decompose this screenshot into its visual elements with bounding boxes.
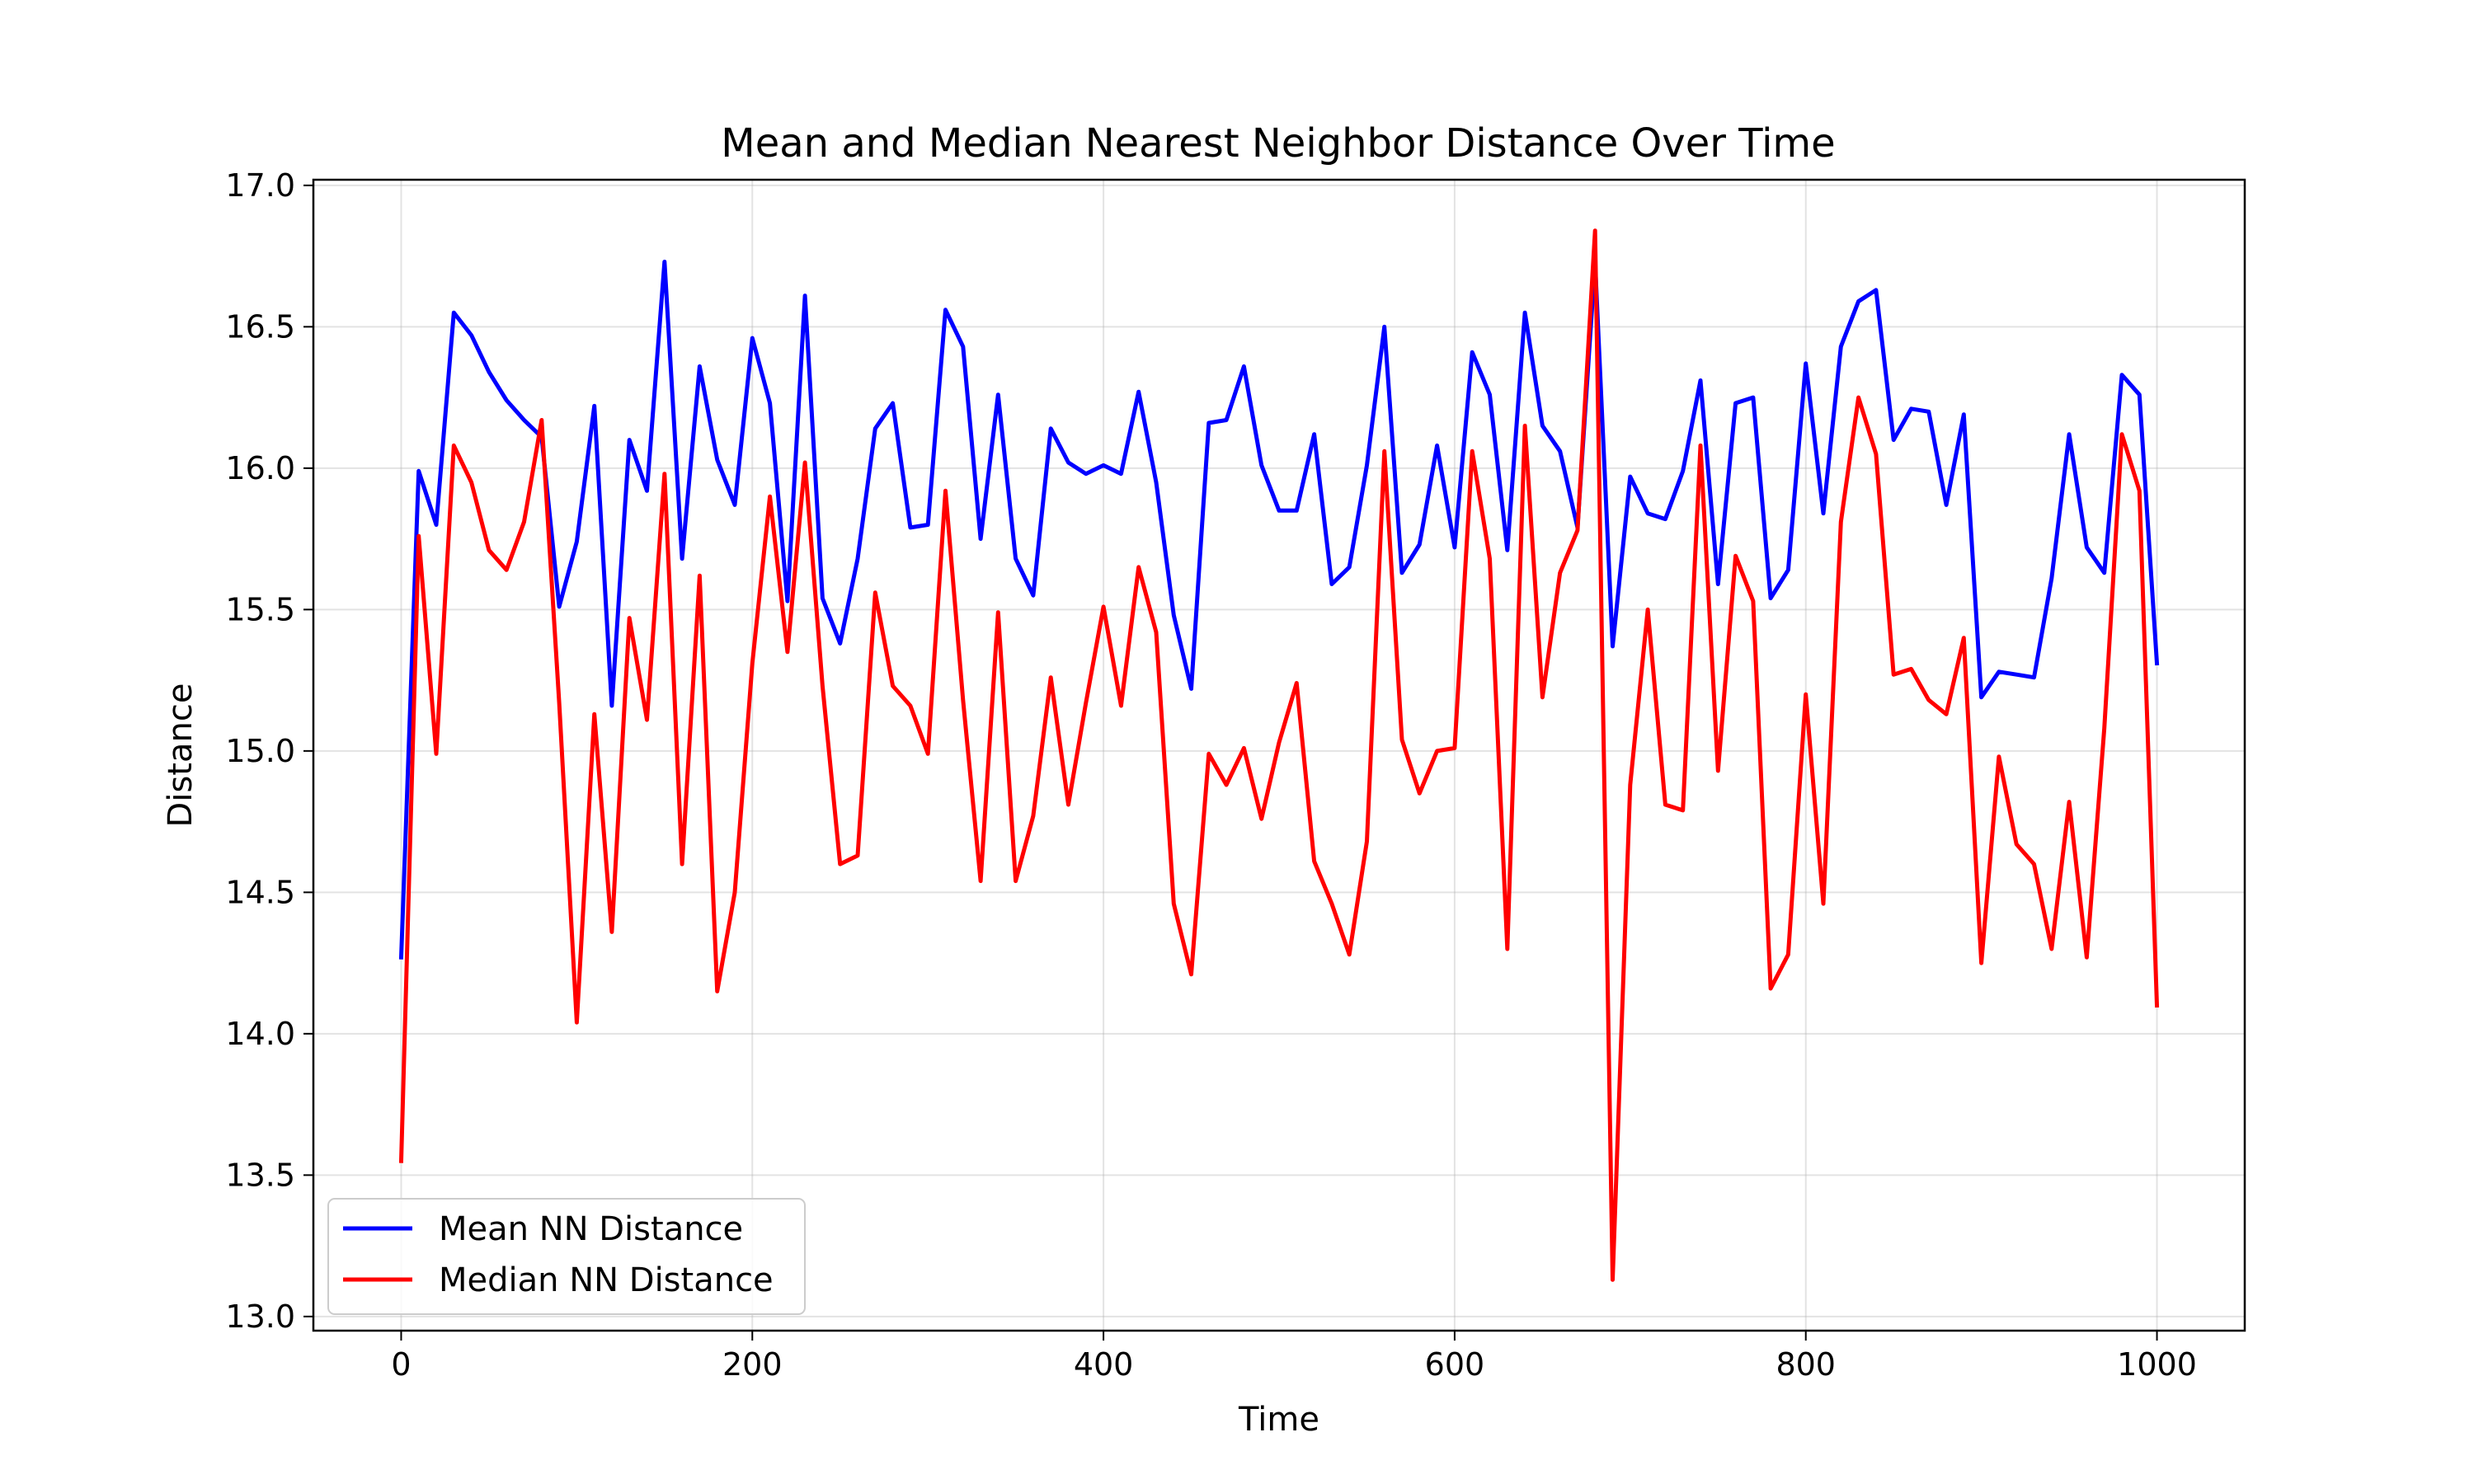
x-axis-label: Time [1238, 1401, 1319, 1439]
y-tick-label: 16.0 [225, 450, 295, 486]
plot-frame [312, 178, 2246, 1332]
series-line-mean [398, 260, 2160, 960]
y-tick-label: 14.5 [225, 874, 295, 910]
legend: Mean NN Distance Median NN Distance [327, 1198, 806, 1315]
x-tick-label: 800 [1776, 1346, 1836, 1383]
y-tick-label: 15.5 [225, 591, 295, 627]
y-tick-label: 14.0 [225, 1016, 295, 1052]
y-tick-label: 17.0 [225, 167, 295, 204]
plot-series [398, 228, 2160, 1282]
chart-title: Mean and Median Nearest Neighbor Distanc… [721, 120, 1835, 167]
series-line-median [398, 228, 2160, 1282]
y-tick-label: 15.0 [225, 733, 295, 769]
x-tick-label: 600 [1425, 1346, 1485, 1383]
x-axis-ticks: 0 200 400 600 800 1000 [391, 1331, 2197, 1383]
y-axis-ticks: 13.0 13.5 14.0 14.5 15.0 15.5 16.0 16.5 17.0 [225, 167, 313, 1335]
y-tick-label: 16.5 [225, 308, 295, 345]
legend-label-median: Median NN Distance [439, 1261, 774, 1299]
x-tick-label: 1000 [2117, 1346, 2197, 1383]
x-tick-label: 0 [391, 1346, 411, 1383]
legend-label-mean: Mean NN Distance [439, 1210, 743, 1248]
x-tick-label: 400 [1074, 1346, 1134, 1383]
y-tick-label: 13.0 [225, 1298, 295, 1335]
legend-box [327, 1198, 806, 1315]
y-axis-label: Distance [162, 683, 200, 828]
x-tick-label: 200 [722, 1346, 783, 1383]
y-tick-label: 13.5 [225, 1157, 295, 1193]
